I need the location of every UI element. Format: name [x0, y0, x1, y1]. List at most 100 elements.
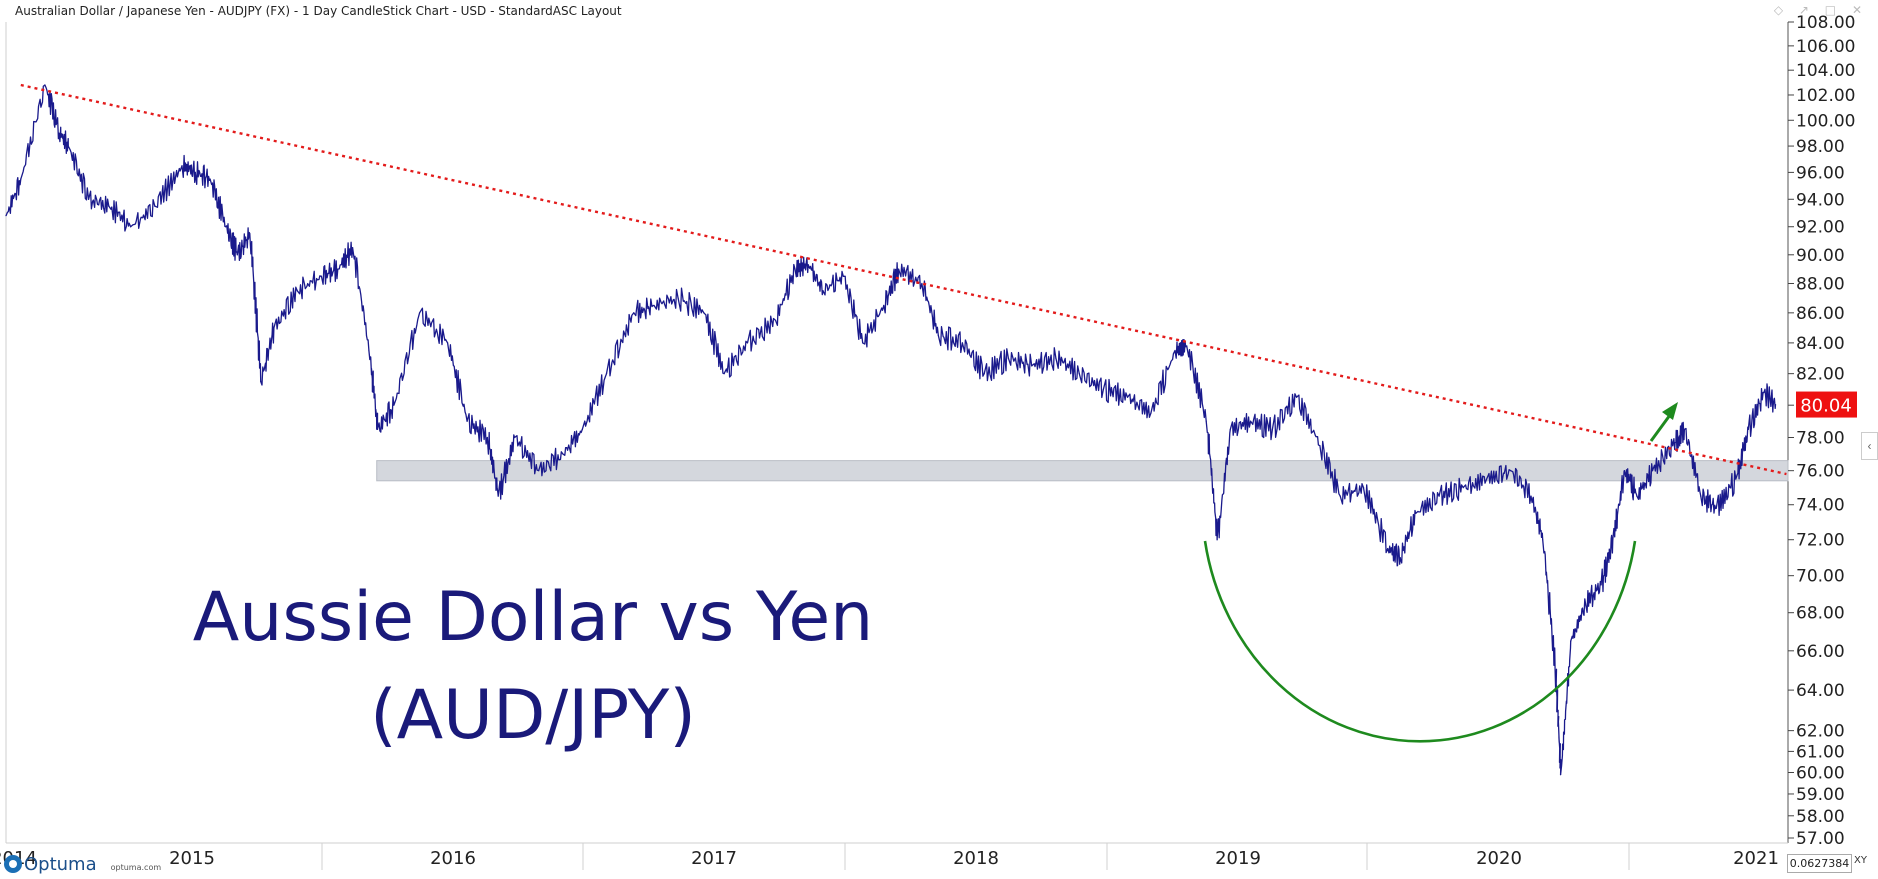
price-point [1747, 428, 1749, 430]
price-point [633, 312, 635, 314]
x-tick-label: 2021 [1733, 848, 1779, 869]
y-tick-label: 74.00 [1796, 496, 1845, 516]
chart-annotation-line: (AUD/JPY) [370, 676, 696, 755]
price-point [236, 254, 238, 256]
price-point [1216, 539, 1218, 541]
price-point [5, 215, 7, 217]
price-point [44, 84, 46, 86]
bottom-arc [1203, 540, 1637, 743]
optuma-logo-icon [4, 855, 22, 873]
price-point [1387, 548, 1389, 550]
collapse-panel-icon[interactable]: ‹ [1861, 432, 1878, 460]
breakout-arrow-annotation [1649, 402, 1678, 442]
price-point [1229, 428, 1231, 430]
price-point [418, 312, 421, 314]
price-point [1623, 470, 1626, 472]
price-point [87, 198, 90, 200]
price-point [1295, 396, 1298, 398]
price-point [1485, 478, 1488, 480]
y-tick-label: 62.00 [1796, 722, 1845, 742]
support-zone [376, 460, 1789, 482]
y-tick-label: 66.00 [1796, 642, 1845, 662]
price-point [1031, 365, 1033, 367]
plot-border [5, 22, 1789, 844]
last-price-badge: 80.04 [1796, 391, 1857, 418]
y-tick-label: 76.00 [1796, 462, 1845, 482]
y-tick-label: 108.00 [1796, 13, 1855, 33]
x-tick-label: 2017 [691, 848, 737, 869]
price-point [1584, 602, 1587, 604]
price-point [538, 470, 540, 472]
y-tick-label: 106.00 [1796, 37, 1855, 57]
optuma-logo: Optuma optuma.com [4, 853, 161, 875]
price-point [273, 327, 275, 329]
price-point [774, 319, 777, 321]
price-point [746, 342, 749, 344]
y-tick-label: 58.00 [1796, 807, 1845, 827]
price-point [260, 380, 262, 383]
xy-value-readout[interactable]: 0.0627384 [1787, 854, 1852, 873]
x-tick-label: 2015 [169, 848, 215, 869]
price-point [393, 404, 395, 406]
price-point [1700, 495, 1702, 497]
price-series [5, 84, 1777, 776]
optuma-logo-url: optuma.com [110, 862, 162, 872]
resistance-trendline-line [20, 83, 1787, 476]
x-axis: 20142015201620172018201920202021 [0, 843, 1779, 870]
price-point [653, 304, 655, 307]
price-point [1339, 495, 1341, 497]
price-point [296, 290, 298, 292]
y-tick-label: 84.00 [1796, 334, 1845, 354]
y-tick-label: 70.00 [1796, 567, 1845, 587]
chart-header-title: Australian Dollar / Japanese Yen - AUDJP… [15, 4, 622, 18]
support-zone-band [376, 460, 1789, 482]
y-tick-label: 92.00 [1796, 218, 1845, 238]
last-price-label: 80.04 [1800, 396, 1852, 417]
price-point [1462, 486, 1464, 489]
price-point [1438, 495, 1440, 497]
price-point [320, 275, 323, 277]
price-point [897, 268, 900, 270]
price-point [376, 428, 379, 430]
price-point [794, 268, 796, 270]
y-tick-label: 104.00 [1796, 61, 1855, 81]
price-point [154, 205, 156, 207]
price-point [1600, 584, 1602, 586]
y-tick-label: 98.00 [1796, 137, 1845, 157]
price-point [1763, 391, 1765, 394]
price-point [1249, 420, 1252, 422]
price-point [209, 178, 211, 180]
price-point [67, 145, 69, 147]
resistance-trendline [20, 83, 1787, 476]
price-point [1362, 486, 1365, 489]
xy-toggle-button[interactable]: XY [1854, 855, 1867, 866]
y-tick-label: 86.00 [1796, 304, 1845, 324]
y-tick-label: 68.00 [1796, 604, 1845, 624]
price-point [20, 178, 22, 180]
price-point [1205, 420, 1207, 422]
price-point [1672, 445, 1674, 447]
x-tick-label: 2016 [430, 848, 476, 869]
price-point [822, 290, 824, 292]
price-point [1007, 357, 1009, 359]
y-tick-label: 96.00 [1796, 163, 1845, 183]
price-point [1554, 669, 1556, 671]
window-control-icons[interactable]: ◇ ↗ □ ✕ [1773, 3, 1868, 17]
price-point [58, 132, 60, 134]
y-tick-label: 90.00 [1796, 246, 1845, 266]
price-point [862, 342, 864, 344]
bottom-arc-annotation [1203, 540, 1637, 743]
y-tick-label: 60.00 [1796, 764, 1845, 784]
price-point [883, 304, 885, 307]
price-point [921, 282, 923, 285]
price-point [703, 312, 705, 314]
price-point [937, 334, 939, 336]
breakout-arrow-head [1662, 402, 1678, 420]
y-tick-label: 94.00 [1796, 190, 1845, 210]
price-point [1570, 640, 1572, 642]
price-point [447, 342, 449, 344]
price-point [1651, 470, 1654, 472]
price-point [1174, 349, 1176, 352]
price-point [249, 233, 251, 235]
price-point [225, 226, 227, 228]
